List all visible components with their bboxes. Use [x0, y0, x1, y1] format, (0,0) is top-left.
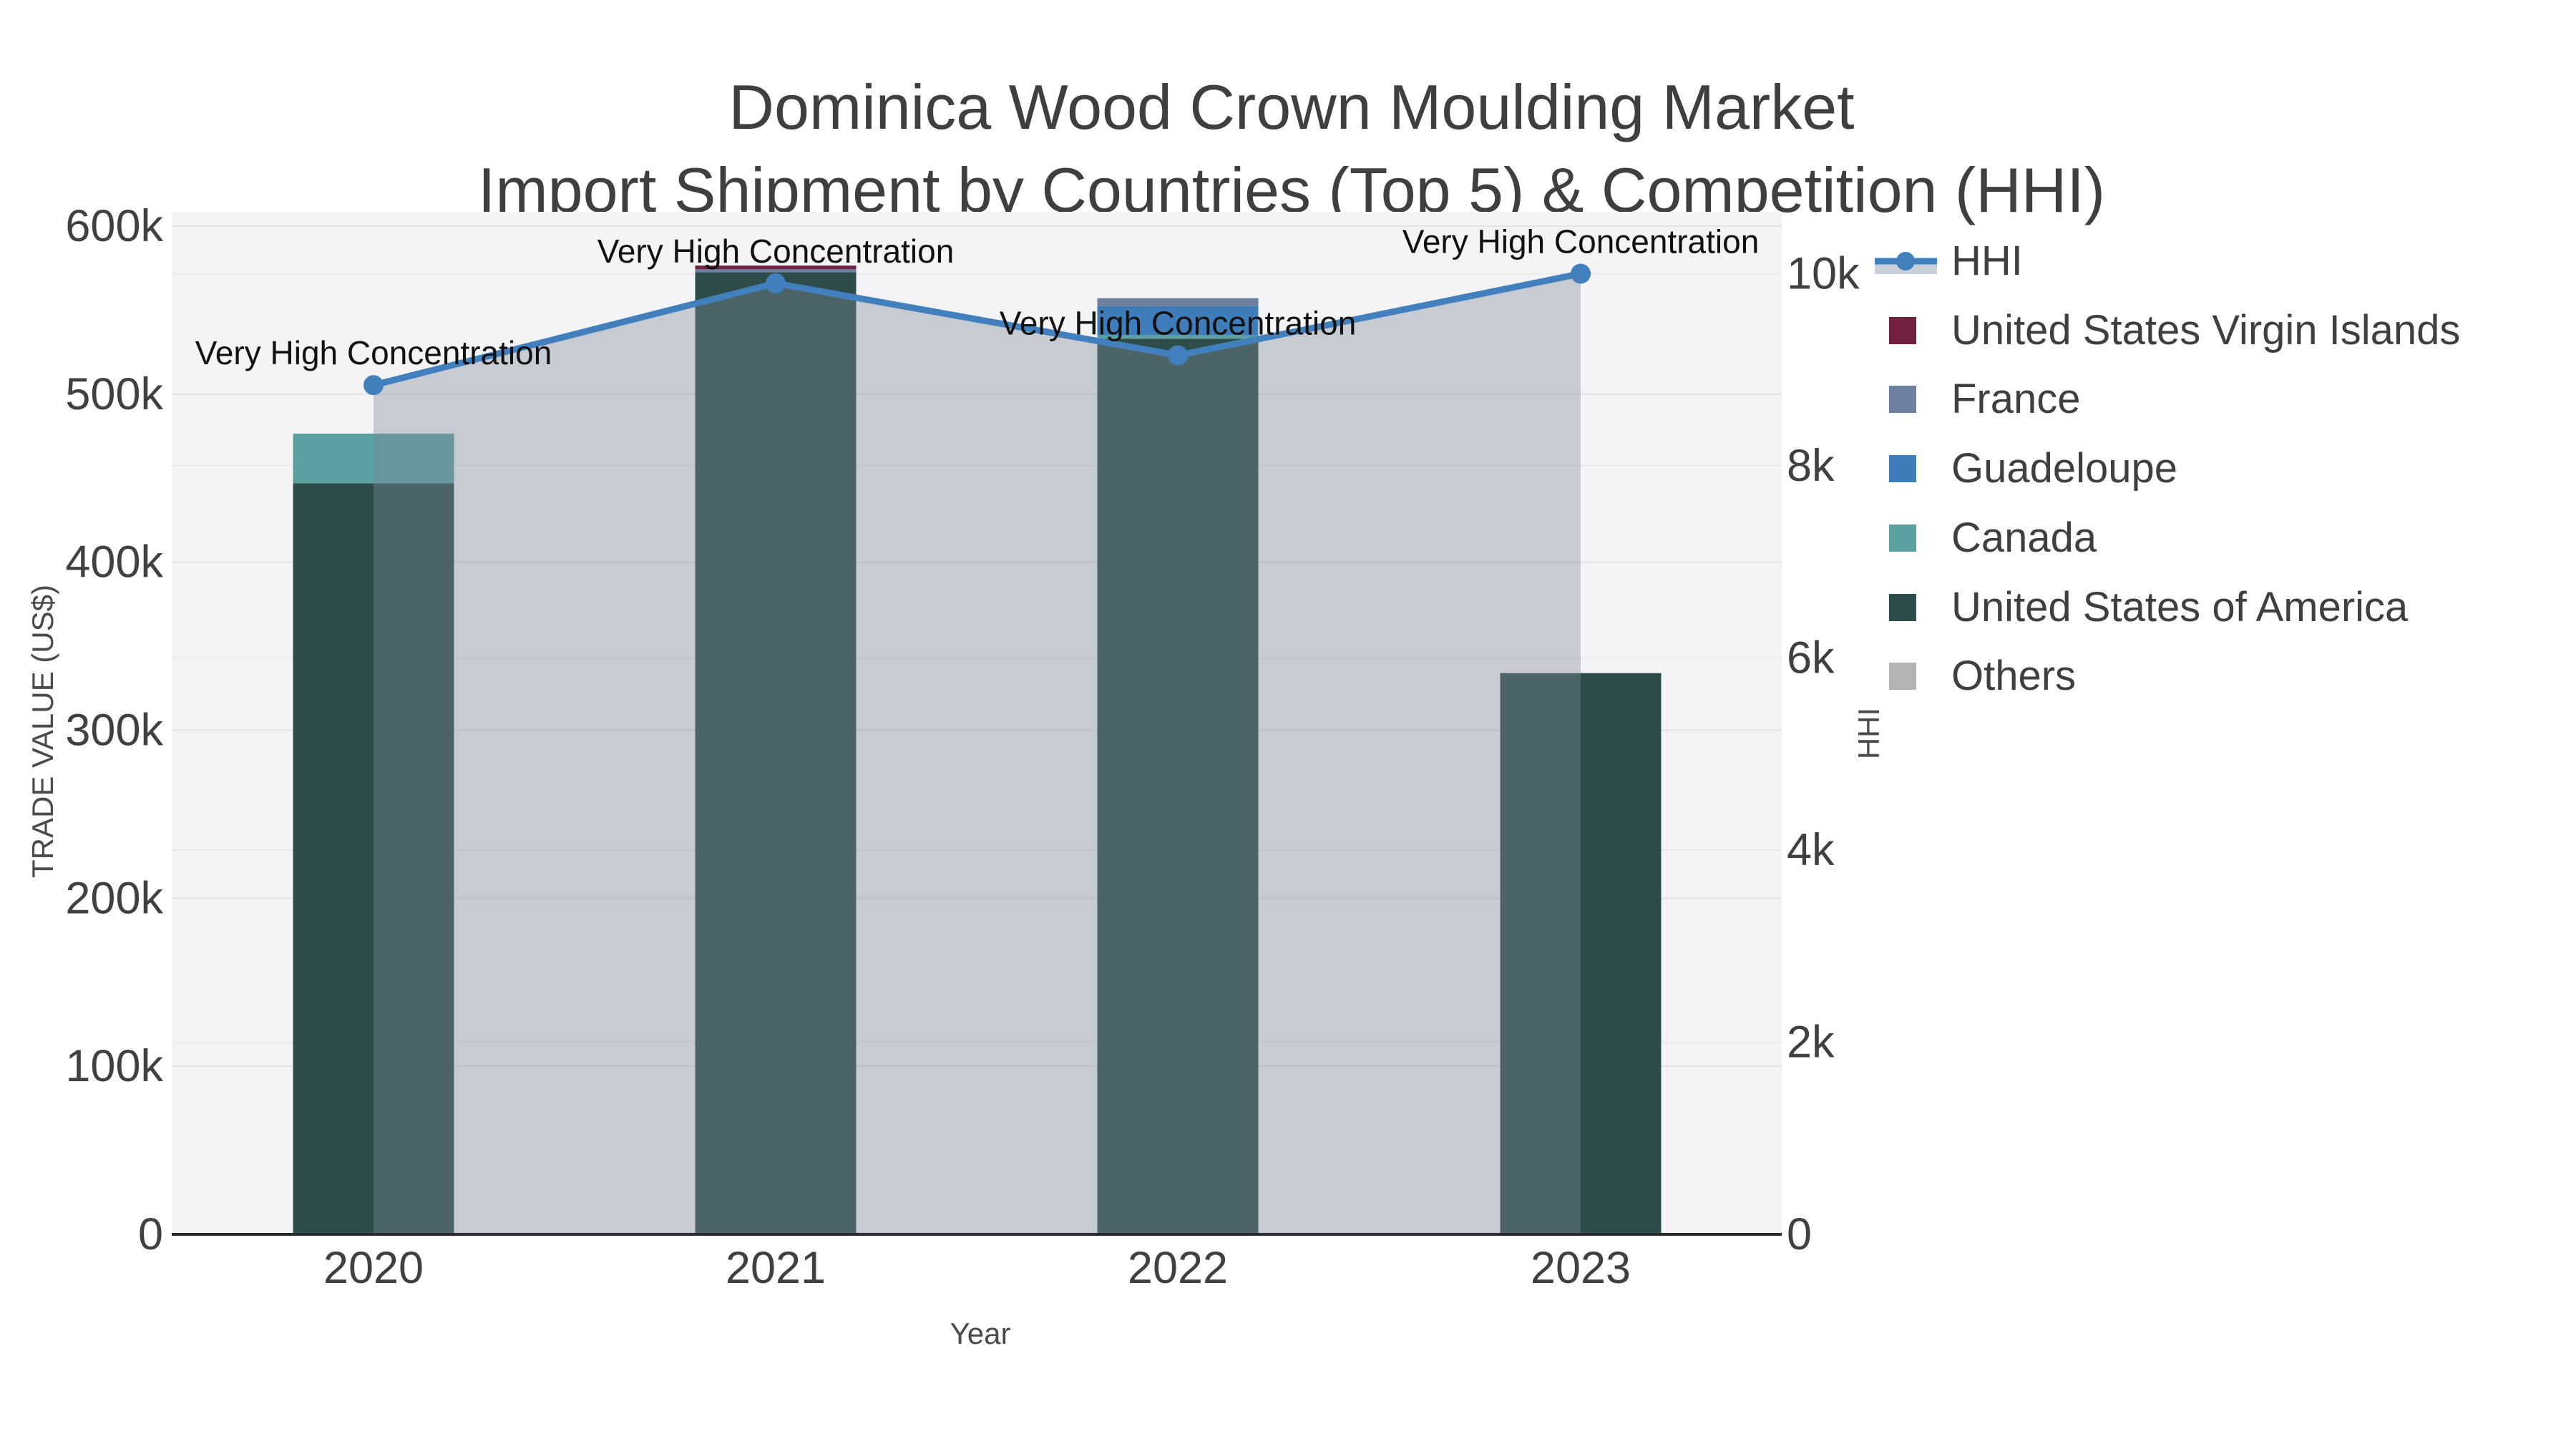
hhi-marker-2022[interactable]	[1168, 345, 1188, 366]
legend-item-canada[interactable]: Canada	[1875, 513, 2569, 563]
y-left-axis-title: TRADE VALUE (US$)	[26, 585, 59, 878]
chart-title-line1: Dominica Wood Crown Moulding Market	[728, 72, 1855, 142]
legend-swatch-united-states-virgin-islands	[1889, 316, 1916, 344]
y-left-tick-400k: 400k	[65, 537, 163, 587]
legend-label-canada: Canada	[1951, 514, 2097, 561]
hhi-marker-2021[interactable]	[766, 273, 786, 293]
legend-item-others[interactable]: Others	[1875, 651, 2569, 701]
bar-segment-france-2021[interactable]	[695, 269, 857, 273]
x-tick-2021: 2021	[726, 1243, 826, 1293]
bar-segment-france-2022[interactable]	[1097, 298, 1259, 306]
hhi-legend-marker	[1896, 252, 1915, 270]
legend-item-guadeloupe[interactable]: Guadeloupe	[1875, 444, 2569, 494]
legend-label-guadeloupe: Guadeloupe	[1951, 445, 2178, 492]
y-right-tick-0: 0	[1787, 1209, 1812, 1259]
y-right-tick-8k: 8k	[1787, 441, 1835, 491]
hhi-line-legend-symbol	[1875, 252, 1937, 274]
y-left-tick-200k: 200k	[65, 873, 163, 923]
bar-segment-united-states-of-america-2022[interactable]	[1097, 338, 1259, 1234]
annotation-2021: Very High Concentration	[597, 233, 955, 270]
x-axis-title: Year	[950, 1317, 1011, 1350]
x-tick-2022: 2022	[1128, 1243, 1228, 1293]
legend-swatch-canada	[1889, 524, 1916, 552]
legend-swatch-united-states-of-america	[1889, 593, 1916, 621]
bar-segment-canada-2020[interactable]	[293, 434, 454, 484]
hhi-marker-2020[interactable]	[364, 375, 384, 396]
bars	[293, 265, 1662, 1235]
bar-segment-guadeloupe-2022[interactable]	[1097, 306, 1259, 336]
legend-swatch-guadeloupe	[1889, 455, 1916, 483]
hhi-area-fill	[374, 273, 1581, 1234]
legend-label-others: Others	[1951, 653, 2077, 700]
legend-item-united-states-of-america[interactable]: United States of America	[1875, 582, 2569, 633]
legend-label-united-states-virgin-islands: United States Virgin Islands	[1951, 306, 2461, 353]
bar-segment-united-states-virgin-islands-2021[interactable]	[695, 265, 857, 270]
bar-segment-canada-2022[interactable]	[1097, 335, 1259, 339]
annotation-2023: Very High Concentration	[1402, 223, 1760, 260]
y-right-tick-6k: 6k	[1787, 633, 1835, 683]
y-right-tick-2k: 2k	[1787, 1018, 1835, 1068]
y-right-tick-4k: 4k	[1787, 825, 1835, 875]
legend-swatch-others	[1889, 663, 1916, 691]
x-tick-2020: 2020	[323, 1243, 424, 1293]
bar-segment-united-states-of-america-2021[interactable]	[695, 272, 857, 1235]
hhi-line[interactable]	[372, 270, 1581, 389]
y-left-tick-100k: 100k	[65, 1041, 163, 1091]
legend-item-united-states-virgin-islands[interactable]: United States Virgin Islands	[1875, 306, 2569, 356]
legend-label-hhi: HHI	[1951, 238, 2023, 284]
bar-segment-united-states-of-america-2023[interactable]	[1500, 673, 1662, 1234]
annotation-2022: Very High Concentration	[1000, 305, 1357, 342]
legend: HHI United States Virgin Islands France Gua…	[1875, 236, 2569, 737]
annotation-2020: Very High Concentration	[195, 334, 552, 371]
y-left-tick-0: 0	[138, 1209, 163, 1259]
y-right-tick-10k: 10k	[1787, 249, 1860, 299]
y-left-tick-500k: 500k	[65, 369, 163, 419]
legend-label-united-states-of-america: United States of America	[1951, 583, 2409, 630]
legend-item-france[interactable]: France	[1875, 374, 2569, 424]
legend-swatch-france	[1889, 386, 1916, 414]
x-tick-2023: 2023	[1531, 1243, 1631, 1293]
legend-label-france: France	[1951, 376, 2081, 423]
legend-item-hhi[interactable]: HHI	[1875, 236, 2569, 286]
y-left-tick-600k: 600k	[65, 201, 163, 251]
hhi-marker-2023[interactable]	[1571, 263, 1591, 284]
y-left-tick-300k: 300k	[65, 706, 163, 756]
bar-segment-united-states-of-america-2020[interactable]	[293, 483, 454, 1235]
